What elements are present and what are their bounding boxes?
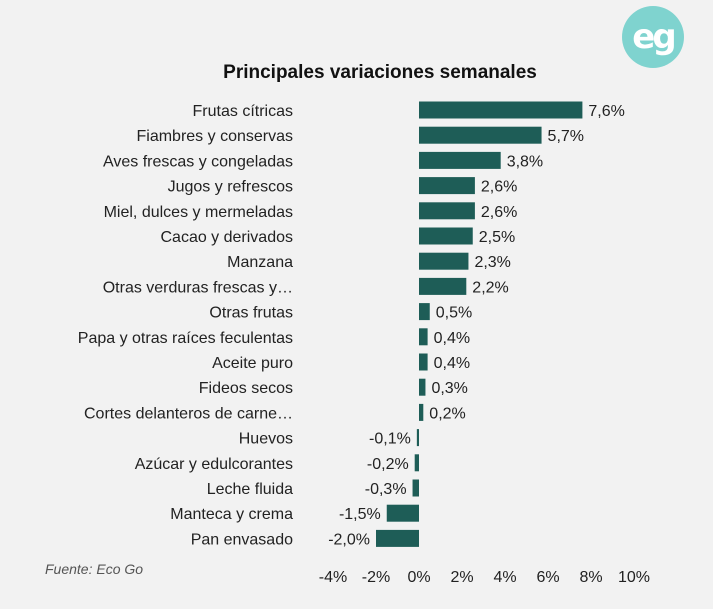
bar	[416, 429, 419, 447]
bar	[419, 101, 583, 119]
category-label: Otras frutas	[209, 305, 293, 322]
category-label: Frutas cítricas	[193, 103, 293, 120]
bar	[419, 202, 475, 220]
bar	[419, 177, 475, 195]
value-label: 0,4%	[434, 355, 470, 372]
value-label: 2,5%	[479, 229, 515, 246]
bar	[419, 353, 428, 371]
value-label: 5,7%	[548, 128, 584, 145]
value-label: 3,8%	[507, 153, 543, 170]
x-tick-label: 10%	[618, 569, 650, 586]
category-label: Manteca y crema	[170, 506, 293, 523]
bar	[419, 252, 469, 270]
category-label: Papa y otras raíces feculentas	[78, 330, 293, 347]
category-label: Cortes delanteros de carne…	[84, 405, 293, 422]
source-note: Fuente: Eco Go	[45, 561, 144, 577]
category-label: Fiambres y conservas	[137, 128, 294, 145]
x-tick-label: 4%	[493, 569, 516, 586]
bar	[419, 303, 430, 321]
category-label: Aceite puro	[212, 355, 293, 372]
value-label: 2,2%	[472, 279, 508, 296]
chart-title: Principales variaciones semanales	[223, 62, 537, 83]
value-label: -2,0%	[328, 531, 370, 548]
bar	[419, 403, 424, 421]
value-label: 0,4%	[434, 330, 470, 347]
category-label: Pan envasado	[191, 531, 293, 548]
bar	[419, 151, 501, 169]
value-label: 2,3%	[474, 254, 510, 271]
bar	[419, 277, 467, 295]
eco-go-logo: eg	[622, 6, 684, 68]
value-label: 2,6%	[481, 179, 517, 196]
value-label: 0,2%	[429, 405, 465, 422]
category-label: Miel, dulces y mermeladas	[104, 204, 293, 221]
bar	[412, 479, 419, 497]
value-label: -0,3%	[365, 481, 407, 498]
bar	[419, 126, 542, 144]
x-tick-label: 8%	[579, 569, 602, 586]
bar	[419, 227, 473, 245]
category-label: Jugos y refrescos	[168, 179, 293, 196]
category-labels-group: Frutas cítricas Fiambres y conservas Aves …	[78, 103, 293, 548]
bar	[419, 378, 426, 396]
x-tick-label: 6%	[536, 569, 559, 586]
value-label: 0,3%	[431, 380, 467, 397]
value-label: -0,1%	[369, 431, 411, 448]
value-label: -1,5%	[339, 506, 381, 523]
category-label: Manzana	[227, 254, 293, 271]
value-labels-group: 7,6%5,7% 3,8% 2,6% 2,6% 2,5% 2,3% 2,2%0,5% 0,4%…	[328, 103, 625, 548]
category-label: Otras verduras frescas y…	[103, 279, 293, 296]
value-label: -0,2%	[367, 456, 409, 473]
category-label: Leche fluida	[207, 481, 293, 498]
value-label: 2,6%	[481, 204, 517, 221]
bar	[419, 328, 428, 346]
bar	[376, 529, 419, 547]
category-label: Azúcar y edulcorantes	[135, 456, 293, 473]
x-tick-label: -2%	[362, 569, 390, 586]
bar	[414, 454, 419, 472]
category-label: Huevos	[239, 431, 293, 448]
bar	[386, 504, 419, 522]
x-axis-ticks-group: -4% -2% 0% 2% 4% 6% 8% 10%	[319, 569, 650, 586]
category-label: Aves frescas y congeladas	[103, 153, 293, 170]
value-label: 7,6%	[588, 103, 624, 120]
x-tick-label: 2%	[450, 569, 473, 586]
x-tick-label: 0%	[407, 569, 430, 586]
category-label: Fideos secos	[199, 380, 293, 397]
category-label: Cacao y derivados	[160, 229, 293, 246]
value-label: 0,5%	[436, 305, 472, 322]
x-tick-label: -4%	[319, 569, 347, 586]
bars-group	[376, 101, 583, 547]
